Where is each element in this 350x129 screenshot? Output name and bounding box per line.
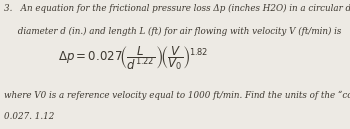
Text: $\Delta p = 0.027\!\left(\dfrac{L}{d^{1.22}}\right)\!\left(\dfrac{V}{V_0}\right): $\Delta p = 0.027\!\left(\dfrac{L}{d^{1.…: [58, 44, 208, 72]
Text: 0.027. 1.12: 0.027. 1.12: [4, 112, 54, 121]
Text: diameter d (in.) and length L (ft) for air flowing with velocity V (ft/min) is: diameter d (in.) and length L (ft) for a…: [4, 27, 341, 36]
Text: 3.   An equation for the frictional pressure loss Δp (inches H2O) in a circular : 3. An equation for the frictional pressu…: [4, 4, 350, 13]
Text: where V0 is a reference velocity equal to 1000 ft/min. Find the units of the “co: where V0 is a reference velocity equal t…: [4, 90, 350, 100]
